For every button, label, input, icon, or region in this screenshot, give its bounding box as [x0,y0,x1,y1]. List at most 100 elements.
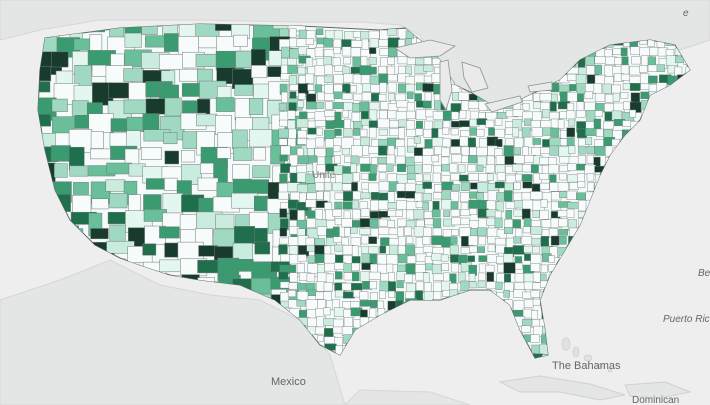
county-cell[interactable] [405,65,412,76]
county-cell[interactable] [548,164,560,174]
county-cell[interactable] [515,262,523,270]
county-cell[interactable] [531,183,541,193]
county-cell[interactable] [396,280,404,289]
county-cell[interactable] [360,56,368,67]
county-cell[interactable] [351,182,358,193]
county-cell[interactable] [450,128,459,136]
county-cell[interactable] [342,109,349,118]
county-cell[interactable] [297,100,305,108]
county-cell[interactable] [352,199,359,209]
county-cell[interactable] [459,110,467,120]
county-cell[interactable] [557,210,568,218]
county-cell[interactable] [74,65,92,87]
county-cell[interactable] [316,191,324,200]
county-cell[interactable] [396,163,407,172]
county-cell[interactable] [351,245,359,257]
county-cell[interactable] [611,84,621,94]
county-cell[interactable] [306,163,314,172]
county-cell[interactable] [559,235,567,245]
county-cell[interactable] [505,210,513,221]
county-cell[interactable] [512,245,525,255]
county-cell[interactable] [254,241,271,255]
county-cell[interactable] [352,209,361,220]
county-cell[interactable] [278,271,289,280]
county-cell[interactable] [441,199,452,210]
county-cell[interactable] [422,236,431,245]
county-cell[interactable] [326,147,334,158]
county-cell[interactable] [557,182,569,192]
county-cell[interactable] [578,145,586,155]
county-cell[interactable] [539,182,550,190]
county-cell[interactable] [332,182,343,192]
county-cell[interactable] [406,102,415,112]
county-cell[interactable] [415,173,423,182]
county-cell[interactable] [468,199,481,209]
county-cell[interactable] [423,211,434,219]
county-cell[interactable] [522,226,531,234]
county-cell[interactable] [514,200,524,209]
county-cell[interactable] [485,164,495,174]
county-cell[interactable] [432,137,444,147]
county-cell[interactable] [343,118,351,130]
county-cell[interactable] [343,317,353,329]
county-cell[interactable] [334,128,342,136]
county-cell[interactable] [451,184,460,192]
county-cell[interactable] [342,291,355,299]
county-cell[interactable] [524,253,532,261]
county-cell[interactable] [585,121,595,130]
county-cell[interactable] [316,127,323,136]
county-cell[interactable] [333,120,345,129]
county-cell[interactable] [504,227,513,235]
county-cell[interactable] [422,201,430,211]
county-cell[interactable] [548,255,555,263]
county-cell[interactable] [476,164,484,172]
county-cell[interactable] [404,190,416,199]
county-cell[interactable] [289,28,297,38]
county-cell[interactable] [305,101,318,110]
county-cell[interactable] [431,155,439,163]
county-cell[interactable] [397,56,408,65]
county-cell[interactable] [388,281,396,293]
county-cell[interactable] [369,280,377,290]
county-cell[interactable] [368,57,377,65]
county-cell[interactable] [577,181,586,188]
county-cell[interactable] [441,263,449,271]
county-cell[interactable] [387,28,397,36]
county-cell[interactable] [386,254,398,265]
county-cell[interactable] [432,227,442,237]
county-cell[interactable] [387,37,400,49]
county-cell[interactable] [37,81,51,93]
county-cell[interactable] [423,57,433,65]
county-cell[interactable] [325,101,334,110]
county-cell[interactable] [449,283,459,291]
county-cell[interactable] [362,83,372,93]
county-cell[interactable] [333,307,345,317]
county-cell[interactable] [504,273,511,284]
county-cell[interactable] [379,290,386,299]
county-cell[interactable] [314,120,327,127]
county-cell[interactable] [503,190,513,202]
county-cell[interactable] [232,129,248,150]
county-cell[interactable] [359,218,371,228]
county-cell[interactable] [523,136,535,149]
county-cell[interactable] [342,173,354,184]
county-cell[interactable] [450,146,461,154]
county-cell[interactable] [494,118,503,126]
county-cell[interactable] [306,93,317,102]
county-cell[interactable] [368,173,377,181]
county-cell[interactable] [315,28,324,36]
county-cell[interactable] [503,253,514,264]
county-cell[interactable] [296,263,305,273]
county-cell[interactable] [530,253,542,265]
county-cell[interactable] [485,264,495,273]
county-cell[interactable] [639,73,650,85]
county-cell[interactable] [359,291,369,300]
county-cell[interactable] [514,282,526,291]
county-cell[interactable] [530,226,543,235]
county-cell[interactable] [477,246,485,253]
county-cell[interactable] [50,145,72,162]
county-cell[interactable] [368,120,379,128]
county-cell[interactable] [369,66,377,75]
county-cell[interactable] [567,91,578,102]
